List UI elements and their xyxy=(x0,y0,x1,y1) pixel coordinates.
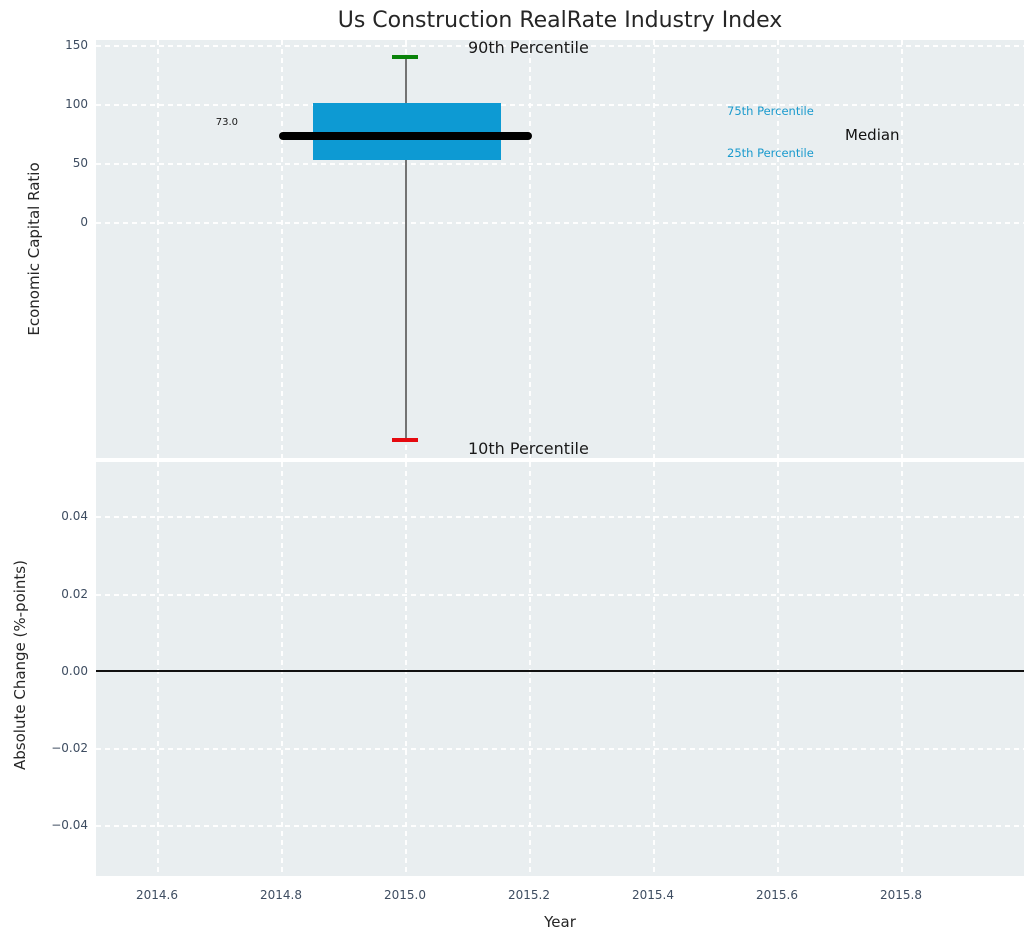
zero-reference-line xyxy=(96,670,1024,672)
y-tick-label: 150 xyxy=(65,38,88,52)
boxplot-10th-percentile-cap xyxy=(392,438,418,442)
x-axis-label: Year xyxy=(544,913,576,931)
x-tick-label: 2015.8 xyxy=(880,888,922,902)
boxplot-whisker xyxy=(405,57,407,440)
gridline-horizontal xyxy=(96,516,1024,518)
gridline-horizontal xyxy=(96,222,1024,224)
x-tick-label: 2015.6 xyxy=(756,888,798,902)
gridline-vertical xyxy=(653,40,655,458)
gridline-vertical xyxy=(901,462,903,876)
y-tick-label: 50 xyxy=(72,156,88,170)
x-tick-label: 2015.2 xyxy=(508,888,550,902)
gridline-horizontal xyxy=(96,594,1024,596)
gridline-vertical xyxy=(653,462,655,876)
gridline-vertical xyxy=(777,462,779,876)
gridline-vertical xyxy=(281,462,283,876)
gridline-horizontal xyxy=(96,104,1024,106)
annotation-25th-percentile: 25th Percentile xyxy=(727,146,814,160)
median-value-label: 73.0 xyxy=(215,117,238,128)
gridline-vertical xyxy=(405,462,407,876)
gridline-vertical xyxy=(777,40,779,458)
y-tick-label: 0.00 xyxy=(61,664,88,678)
annotation-10th-percentile: 10th Percentile xyxy=(468,439,589,458)
gridline-vertical xyxy=(281,40,283,458)
annotation-median: Median xyxy=(845,126,900,144)
y-tick-label: −0.04 xyxy=(51,818,88,832)
gridline-horizontal xyxy=(96,45,1024,47)
boxplot-median-line xyxy=(279,132,532,140)
gridline-vertical xyxy=(157,40,159,458)
x-tick-label: 2014.8 xyxy=(260,888,302,902)
gridline-horizontal xyxy=(96,825,1024,827)
y-tick-label: −0.02 xyxy=(51,741,88,755)
bottom-plot-area xyxy=(96,462,1024,876)
gridline-horizontal xyxy=(96,748,1024,750)
gridline-vertical xyxy=(529,462,531,876)
x-tick-label: 2014.6 xyxy=(136,888,178,902)
y-tick-label: 100 xyxy=(65,97,88,111)
y-tick-label: 0.04 xyxy=(61,509,88,523)
y-tick-label: 0 xyxy=(80,215,88,229)
gridline-vertical xyxy=(901,40,903,458)
annotation-75th-percentile: 75th Percentile xyxy=(727,104,814,118)
boxplot-iqr-box xyxy=(313,103,501,160)
y-tick-label: 0.02 xyxy=(61,587,88,601)
x-tick-label: 2015.4 xyxy=(632,888,674,902)
chart-title: Us Construction RealRate Industry Index xyxy=(337,8,783,33)
bottom-y-axis-label: Absolute Change (%-points) xyxy=(11,560,29,770)
x-tick-label: 2015.0 xyxy=(384,888,426,902)
top-plot-area: 90th Percentile 10th Percentile 75th Per… xyxy=(96,38,1024,458)
gridline-vertical xyxy=(529,40,531,458)
gridline-vertical xyxy=(157,462,159,876)
gridline-horizontal xyxy=(96,163,1024,165)
top-y-axis-label: Economic Capital Ratio xyxy=(25,162,43,336)
boxplot-90th-percentile-cap xyxy=(392,55,418,59)
annotation-90th-percentile: 90th Percentile xyxy=(468,38,589,57)
